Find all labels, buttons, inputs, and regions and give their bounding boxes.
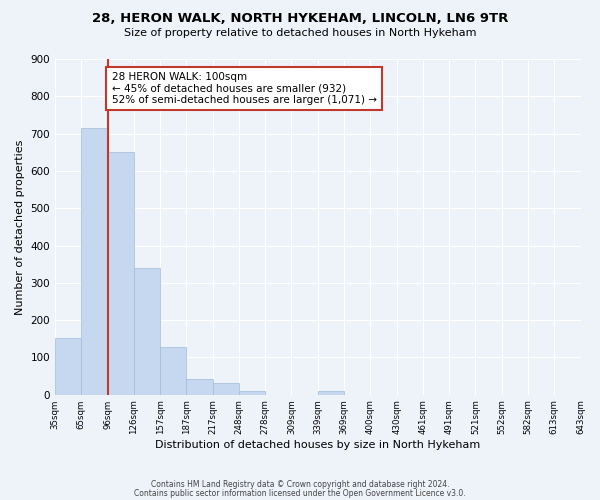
Bar — [55, 338, 82, 394]
Text: 28, HERON WALK, NORTH HYKEHAM, LINCOLN, LN6 9TR: 28, HERON WALK, NORTH HYKEHAM, LINCOLN, … — [92, 12, 508, 26]
Bar — [134, 268, 160, 394]
Text: Size of property relative to detached houses in North Hykeham: Size of property relative to detached ho… — [124, 28, 476, 38]
Text: Contains HM Land Registry data © Crown copyright and database right 2024.: Contains HM Land Registry data © Crown c… — [151, 480, 449, 489]
Bar — [318, 391, 344, 394]
Y-axis label: Number of detached properties: Number of detached properties — [15, 139, 25, 314]
X-axis label: Distribution of detached houses by size in North Hykeham: Distribution of detached houses by size … — [155, 440, 481, 450]
Bar — [107, 152, 134, 394]
Bar — [212, 383, 239, 394]
Text: Contains public sector information licensed under the Open Government Licence v3: Contains public sector information licen… — [134, 488, 466, 498]
Bar — [160, 347, 187, 395]
Bar — [187, 379, 212, 394]
Text: 28 HERON WALK: 100sqm
← 45% of detached houses are smaller (932)
52% of semi-det: 28 HERON WALK: 100sqm ← 45% of detached … — [112, 72, 377, 106]
Bar — [239, 391, 265, 394]
Bar — [82, 128, 107, 394]
